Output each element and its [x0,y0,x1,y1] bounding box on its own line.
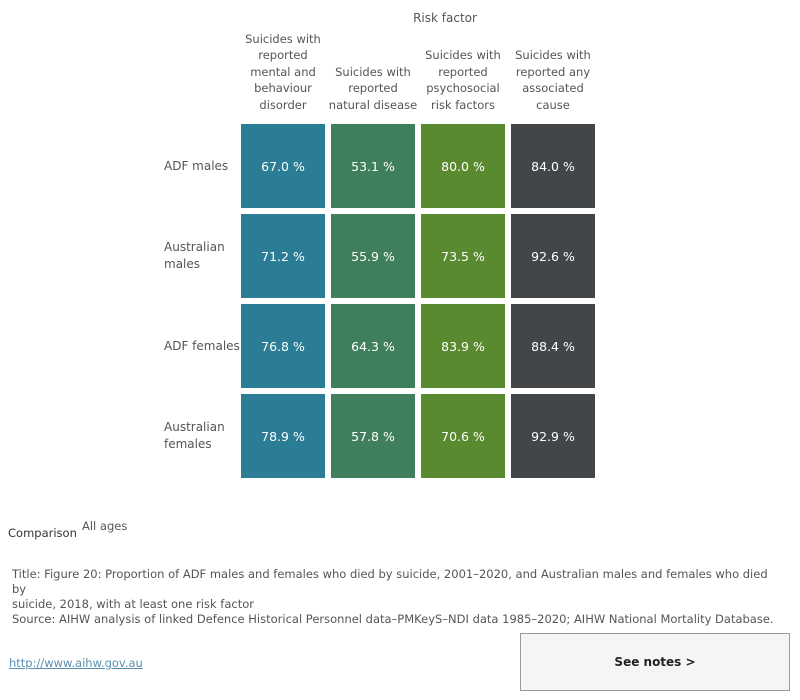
heatmap-cell[interactable]: 71.2 % [241,214,325,298]
caption-title-line-1: Title: Figure 20: Proportion of ADF male… [12,567,768,596]
comparison-filter-label: Comparison [8,526,77,540]
column-header-line: psychosocial [426,81,500,95]
aihw-website-link[interactable]: http://www.aihw.gov.au [9,656,143,670]
caption-source: Source: AIHW analysis of linked Defence … [12,612,774,626]
column-header-4: Suicides with reported any associated cause [508,30,598,113]
heatmap-cell[interactable]: 76.8 % [241,304,325,388]
row-label-line: females [164,437,212,451]
heatmap-cell[interactable]: 53.1 % [331,124,415,208]
row-label-3: ADF females [164,304,244,388]
comparison-filter-value[interactable]: All ages [82,519,128,533]
column-header-line: Suicides with [515,48,591,62]
column-header-2: Suicides with reported natural disease [328,30,418,113]
row-label-2: Australian males [164,214,244,298]
see-notes-button[interactable]: See notes > [520,633,790,691]
heatmap-cell[interactable]: 78.9 % [241,394,325,478]
column-header-line: associated [522,81,584,95]
column-header-line: natural disease [328,97,418,112]
column-header-1: Suicides with reported mental and behaviour… [238,30,328,113]
row-label-line: Australian [164,240,225,254]
column-axis-title: Risk factor [413,11,477,25]
column-header-line: mental and [250,64,316,79]
column-header-line: Suicides with [245,31,321,46]
row-label-line: Australian [164,420,225,434]
heatmap-cell[interactable]: 67.0 % [241,124,325,208]
heatmap-cell[interactable]: 57.8 % [331,394,415,478]
column-header-line: reported [258,48,308,62]
row-label-4: Australian females [164,394,244,478]
heatmap-cell[interactable]: 80.0 % [421,124,505,208]
column-header-line: behaviour [254,81,312,95]
heatmap-cell[interactable]: 55.9 % [331,214,415,298]
column-header-line: disorder [259,97,307,112]
heatmap-cell[interactable]: 73.5 % [421,214,505,298]
row-label-line: ADF males [164,158,229,173]
caption-title-line-2: suicide, 2018, with at least one risk fa… [12,597,254,611]
heatmap-cell[interactable]: 70.6 % [421,394,505,478]
row-label-line: ADF females [164,338,240,353]
column-header-line: risk factors [431,97,495,112]
column-header-line: reported [348,81,398,95]
row-label-1: ADF males [164,124,244,208]
column-header-line: reported [438,64,488,79]
heatmap-cell[interactable]: 83.9 % [421,304,505,388]
heatmap-cell[interactable]: 92.6 % [511,214,595,298]
column-header-line: Suicides with [335,64,411,79]
heatmap-cell[interactable]: 64.3 % [331,304,415,388]
column-header-3: Suicides with reported psychosocial risk fa… [418,30,508,113]
heatmap-cell[interactable]: 84.0 % [511,124,595,208]
figure-caption: Title: Figure 20: Proportion of ADF male… [12,567,782,627]
row-label-line: males [164,257,201,271]
heatmap-cell[interactable]: 92.9 % [511,394,595,478]
column-header-line: Suicides with [425,48,501,62]
column-header-line: reported any [515,64,591,79]
heatmap-cell[interactable]: 88.4 % [511,304,595,388]
column-header-line: cause [536,97,570,112]
